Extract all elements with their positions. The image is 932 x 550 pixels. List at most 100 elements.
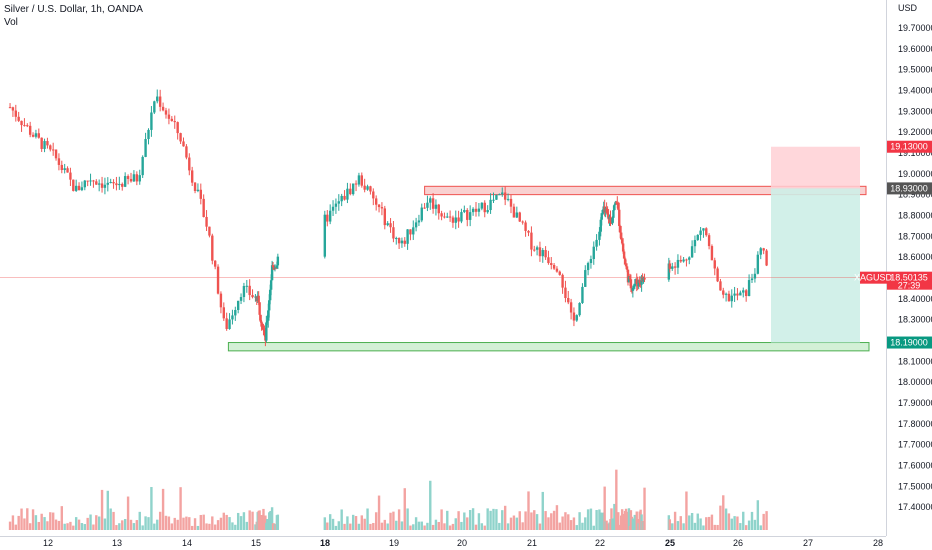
candle-body (609, 216, 612, 223)
volume-bar (132, 523, 136, 530)
volume-bar (193, 518, 197, 530)
symbol-tag-bg (860, 271, 887, 284)
volume-bar (589, 508, 593, 530)
price-tick-label: 18.90000 (898, 190, 932, 200)
candle-body (49, 145, 52, 150)
volume-bar (437, 521, 440, 530)
candle-body (260, 321, 263, 327)
candle-body (722, 290, 725, 295)
volume-bar (503, 505, 507, 530)
volume-bar (756, 500, 760, 530)
volume-bar (46, 521, 49, 530)
candle-body (598, 231, 601, 240)
candle-body (733, 293, 736, 296)
candle-body (161, 106, 165, 111)
candle-body (267, 310, 270, 321)
volume-bar (541, 491, 544, 530)
candle-body (533, 249, 536, 251)
candle-body (112, 182, 115, 184)
candle-body (414, 222, 418, 228)
candle-body (503, 192, 507, 200)
candle-body (693, 239, 697, 247)
volume-bar (222, 512, 225, 530)
candle-body (354, 183, 358, 185)
candle-body (331, 206, 335, 211)
candle-body (31, 134, 35, 137)
price-tick-label: 19.10000 (898, 148, 932, 158)
volume-bar (199, 514, 202, 530)
volume-bar (188, 517, 191, 530)
candle-body (518, 212, 521, 222)
volume-bar (742, 511, 745, 530)
volume-bar (581, 522, 584, 530)
support-zone[interactable] (227, 342, 870, 352)
volume-bar (346, 516, 349, 530)
volume-bar (331, 518, 335, 530)
candle-body (612, 210, 615, 218)
volume-bar (357, 523, 361, 530)
price-tick-label: 19.40000 (898, 85, 932, 95)
candle-body (389, 223, 392, 228)
candle-body (544, 250, 547, 258)
candle-body (705, 228, 708, 236)
candle-body (351, 183, 355, 195)
candle-body (423, 207, 426, 209)
last-price-badge-countdown: 27:39 (898, 281, 921, 291)
price-tick-label: 17.40000 (898, 502, 932, 512)
time-axis[interactable]: 12 13 14 15 18 19 20 21 22 25 26 27 28 (43, 538, 883, 548)
volume-bar (43, 517, 46, 530)
volume-bar (509, 517, 513, 530)
volume-bar (129, 519, 133, 530)
volume-bar (466, 517, 469, 530)
candle-body (141, 156, 144, 176)
candle-body (460, 212, 463, 222)
candle-body (617, 203, 620, 210)
volume-bar (705, 517, 708, 530)
candle-body (495, 194, 498, 200)
candle-body (474, 208, 478, 212)
candle-body (150, 112, 153, 130)
candle-body (635, 279, 638, 284)
volume-bar (527, 491, 530, 530)
resistance-zone[interactable] (424, 185, 867, 196)
volume-bar (569, 520, 573, 530)
candle-body (211, 235, 214, 261)
candle-body (257, 295, 260, 303)
time-tick-label: 20 (457, 538, 467, 548)
candle-body (406, 229, 409, 244)
candle-body (611, 217, 614, 224)
position-stop-zone[interactable] (771, 188, 860, 343)
candle-body (343, 195, 346, 200)
candle-body (564, 287, 567, 299)
volume-bar (474, 524, 478, 530)
candle-body (589, 259, 593, 264)
candle-body (248, 285, 251, 296)
price-axis[interactable]: 19.70000 19.60000 19.50000 19.40000 19.30000… (898, 23, 932, 512)
volume-bar (736, 516, 739, 530)
candle-body (623, 258, 627, 265)
candle-body (719, 281, 722, 291)
candle-body (202, 198, 205, 217)
volume-bar (234, 524, 237, 530)
volume-bar (74, 517, 78, 530)
volume-bar (762, 513, 765, 530)
position-target-zone[interactable] (771, 146, 860, 189)
candle-body (383, 208, 386, 226)
candle-body (231, 315, 234, 320)
candle-body (20, 120, 23, 126)
volume-bar (343, 523, 346, 530)
volume-bar (164, 515, 168, 530)
candle-body (426, 202, 429, 208)
volume-bar (530, 512, 533, 530)
volume-bar (112, 511, 115, 530)
volume-bar (126, 496, 130, 530)
candle-body (254, 296, 257, 298)
volume-bar (753, 519, 757, 530)
candle-body (170, 118, 174, 122)
volume-bar (397, 509, 401, 530)
candle-body (707, 235, 711, 247)
candle-body (72, 179, 75, 191)
volume-bar (555, 505, 559, 530)
